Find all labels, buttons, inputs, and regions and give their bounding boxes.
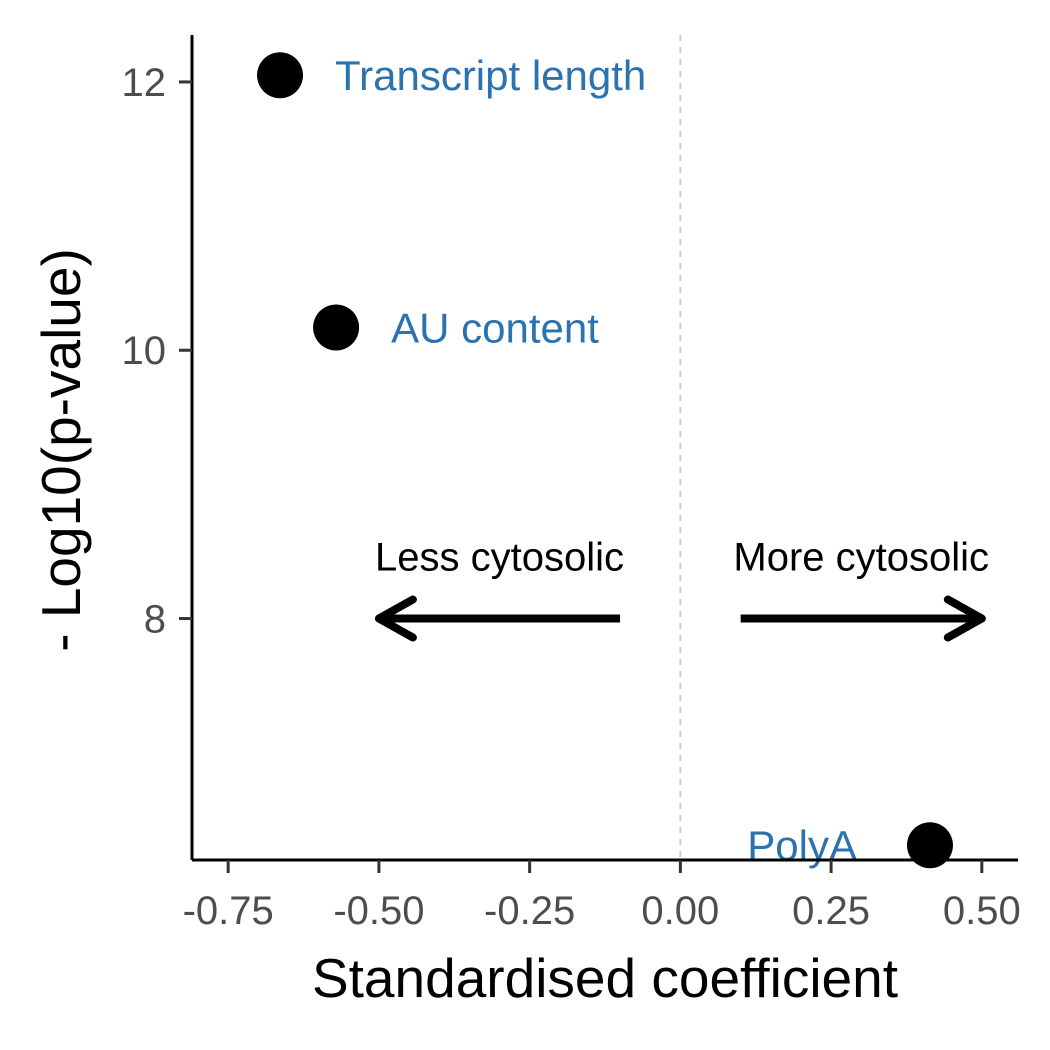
data-points: Transcript length AU content PolyA	[257, 52, 953, 869]
arrow-head-right	[943, 595, 986, 642]
x-tick-label: -0.50	[333, 889, 424, 933]
annotation-label: Less cytosolic	[375, 536, 624, 580]
data-point	[313, 304, 360, 351]
x-tick-label: 0.50	[943, 889, 1021, 933]
data-point	[906, 822, 953, 869]
annotation-label: More cytosolic	[733, 536, 989, 580]
point-label: PolyA	[747, 822, 857, 869]
y-tick-label: 8	[144, 598, 166, 642]
point-label: AU content	[391, 304, 599, 351]
direction-arrows: Less cytosolic More cytosolic	[374, 536, 989, 642]
y-tick-label: 10	[122, 329, 167, 373]
x-tick-label: 0.00	[641, 889, 719, 933]
x-tick-label: 0.25	[792, 889, 870, 933]
x-tick-label: -0.25	[484, 889, 575, 933]
y-tick-label: 12	[122, 61, 167, 105]
y-axis-title: - Log10(p-value)	[30, 248, 92, 652]
y-axis-ticks: 8 10 12	[122, 61, 192, 642]
x-axis-title: Standardised coefficient	[312, 947, 898, 1009]
point-label: Transcript length	[335, 52, 646, 99]
x-axis-ticks: -0.75 -0.50 -0.25 0.00 0.25 0.50	[183, 860, 1021, 933]
arrow-head-left	[374, 595, 417, 642]
data-point	[257, 52, 304, 99]
x-tick-label: -0.75	[183, 889, 274, 933]
